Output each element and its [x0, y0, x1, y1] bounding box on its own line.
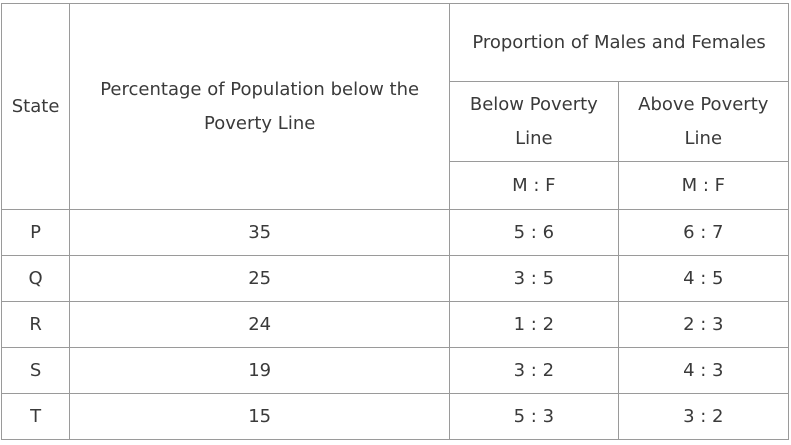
above-ratio-cell: 3 : 2: [617, 393, 790, 440]
percentage-cell: 24: [69, 301, 451, 348]
above-ratio-cell: 4 : 5: [617, 255, 790, 302]
below-poverty-header-label: Below Poverty Line: [469, 93, 598, 149]
above-poverty-header-label: Above Poverty Line: [638, 93, 769, 149]
header-row-3: M : F M : F: [2, 161, 790, 210]
above-ratio-cell: 6 : 7: [617, 209, 790, 256]
above-ratio-cell: 4 : 3: [617, 347, 790, 394]
percentage-cell: 19: [69, 347, 451, 394]
below-ratio-cell: 3 : 2: [449, 347, 619, 394]
header-row-1: State Percentage of Population below the…: [0, 3, 789, 210]
percentage-header: Percentage of Population below the Pover…: [69, 3, 451, 210]
above-poverty-header: Above Poverty Line: [617, 81, 790, 162]
below-ratio-cell: 5 : 6: [449, 209, 619, 256]
state-cell: Q: [0, 255, 71, 302]
table-row: T 15 5 : 3 3 : 2: [0, 393, 790, 440]
percentage-cell: 35: [69, 209, 451, 256]
state-cell: S: [0, 347, 71, 394]
table-row: R 24 1 : 2 2 : 3: [0, 301, 790, 348]
table-row: S 19 3 : 2 4 : 3: [0, 347, 790, 394]
below-ratio-cell: 5 : 3: [449, 393, 619, 440]
state-cell: P: [0, 209, 71, 256]
header-row-2: Below Poverty Line Above Poverty Line: [2, 81, 790, 162]
below-ratio-cell: 1 : 2: [449, 301, 619, 348]
table-row: Q 25 3 : 5 4 : 5: [0, 255, 790, 302]
percentage-cell: 25: [69, 255, 451, 302]
ratio-below-header: M : F: [449, 161, 619, 210]
state-header: State: [0, 3, 71, 210]
poverty-table: State Percentage of Population below the…: [0, 3, 790, 440]
above-ratio-cell: 2 : 3: [617, 301, 790, 348]
percentage-cell: 15: [69, 393, 451, 440]
ratio-above-header: M : F: [617, 161, 790, 210]
below-ratio-cell: 3 : 5: [449, 255, 619, 302]
proportion-header-label: Proportion of Males and Females: [472, 31, 766, 53]
proportion-header: Proportion of Males and Females: [449, 3, 789, 82]
state-cell: R: [0, 301, 71, 348]
table-row: P 35 5 : 6 6 : 7: [0, 209, 790, 256]
below-poverty-header: Below Poverty Line: [449, 81, 619, 162]
percentage-header-label: Percentage of Population below the Pover…: [100, 78, 420, 134]
state-header-label: State: [11, 95, 60, 117]
state-cell: T: [0, 393, 71, 440]
